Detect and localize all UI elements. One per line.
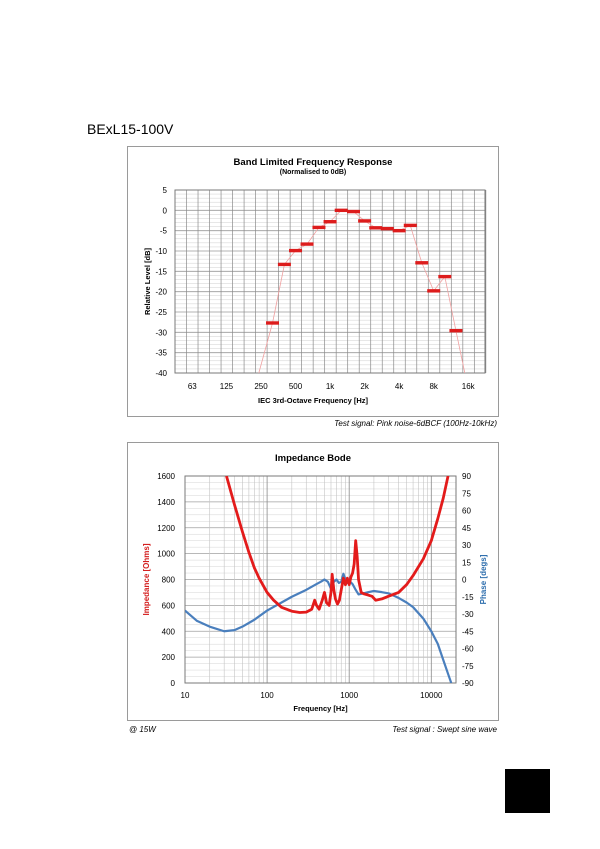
page-title: BExL15-100V — [87, 121, 174, 137]
fr-band-marker — [392, 228, 406, 233]
fr-x-tick-label: 500 — [289, 382, 303, 391]
fr-band-marker — [334, 208, 348, 213]
fr-y-tick-label: -15 — [155, 267, 167, 276]
fr-band-marker — [323, 220, 337, 224]
bode-x-axis-label: Frequency [Hz] — [293, 704, 348, 713]
bode-y-right-tick-label: -90 — [462, 679, 474, 688]
fr-band-marker — [415, 261, 429, 265]
impedance-bode-chart: 0 200 400 600 800 1000 1200 1400 1600 90 75 60 45 30 1… — [127, 442, 499, 721]
fr-y-tick-label: -25 — [155, 308, 167, 317]
bode-y-axis-label: Impedance [Ohms] — [142, 543, 151, 615]
fr-y-tick-label: -20 — [155, 288, 167, 297]
bode-y-tick-label: 200 — [162, 653, 176, 662]
bode-y-right-tick-label: -75 — [462, 662, 474, 671]
fr-x-tick-label: 250 — [254, 382, 268, 391]
bode-title: Impedance Bode — [275, 453, 351, 464]
bode-y-tick-label: 1600 — [157, 472, 175, 481]
bode-y-tick-label: 1200 — [157, 524, 175, 533]
bode-y-right-tick-label: -30 — [462, 610, 474, 619]
fr-x-tick-label: 2k — [360, 382, 369, 391]
bode-y-tick-label: 0 — [171, 679, 176, 688]
fr-x-tick-label: 63 — [188, 382, 197, 391]
fr-y-tick-label: -40 — [155, 369, 167, 378]
bode-x-tick-label: 10 — [181, 691, 190, 700]
fr-x-tick-label: 125 — [220, 382, 234, 391]
fr-y-tick-label: -5 — [160, 227, 168, 236]
impedance-series-line — [225, 476, 450, 614]
bode-grid — [184, 475, 457, 684]
frequency-response-chart: 5 0 -5 -10 -15 -20 -25 -30 -35 -40 63 125 250 500 1k 2k… — [127, 146, 499, 417]
bode-plot-frame — [184, 475, 457, 684]
fr-y-tick-label: -35 — [155, 349, 167, 358]
bode-y-right-tick-label: 90 — [462, 472, 471, 481]
fr-band-marker — [403, 223, 417, 228]
fr-y-tick-label: 0 — [163, 206, 168, 215]
bode-y-right-tick-label: -45 — [462, 627, 474, 636]
bode-y-right-tick-label: 60 — [462, 507, 471, 516]
fr-band-marker — [380, 226, 394, 231]
bode-y-tick-label: 1000 — [157, 550, 175, 559]
fr-band-marker — [427, 289, 441, 293]
fr-y-tick-label: 5 — [163, 186, 168, 195]
fr-band-marker — [300, 242, 314, 246]
bode-x-tick-label: 1000 — [340, 691, 358, 700]
fr-band-marker — [438, 274, 452, 279]
fr-y-axis-label: Relative Level [dB] — [143, 247, 152, 315]
bode-y-right-tick-label: 75 — [462, 489, 471, 498]
bode-y-right-axis-label: Phase [degs] — [479, 554, 488, 604]
bode-y-right-tick-label: 0 — [462, 576, 467, 585]
fr-title: Band Limited Frequency Response — [234, 157, 393, 168]
bode-x-tick-label: 10000 — [420, 691, 443, 700]
fr-x-tick-label: 8k — [429, 382, 438, 391]
fr-x-tick-label: 4k — [395, 382, 404, 391]
bode-y-tick-label: 600 — [162, 601, 176, 610]
bode-y-right-tick-label: 45 — [462, 524, 471, 533]
bode-y-tick-label: 400 — [162, 627, 176, 636]
fr-band-marker — [277, 262, 291, 267]
fr-band-marker — [369, 226, 383, 230]
fr-band-marker — [449, 329, 463, 333]
fr-band-marker — [266, 321, 280, 325]
fr-subtitle: (Normalised to 0dB) — [280, 169, 347, 176]
frequency-response-svg: 5 0 -5 -10 -15 -20 -25 -30 -35 -40 63 125 250 500 1k 2k… — [143, 157, 487, 405]
fr-x-tick-label: 1k — [326, 382, 335, 391]
fr-x-axis-label: IEC 3rd-Octave Frequency [Hz] — [258, 396, 369, 405]
impedance-power-note: @ 15W — [129, 725, 156, 734]
bode-y-tick-label: 1400 — [157, 498, 175, 507]
bode-y-right-tick-label: 15 — [462, 558, 471, 567]
bode-y-tick-label: 800 — [162, 576, 176, 585]
fr-band-marker — [346, 209, 360, 214]
corner-black-block — [505, 769, 550, 813]
fr-y-tick-label: -10 — [155, 247, 167, 256]
fr-band-marker — [289, 248, 303, 253]
impedance-signal-note: Test signal : Swept sine wave — [392, 725, 497, 734]
phase-series-line — [185, 572, 453, 683]
fr-band-marker — [312, 225, 326, 230]
bode-y-right-tick-label: 30 — [462, 541, 471, 550]
fr-y-tick-label: -30 — [155, 328, 167, 337]
bode-y-right-tick-label: -60 — [462, 645, 474, 654]
bode-x-tick-label: 100 — [260, 691, 274, 700]
frequency-response-note: Test signal: Pink noise-6dBCF (100Hz-10k… — [334, 419, 497, 428]
bode-y-right-tick-label: -15 — [462, 593, 474, 602]
fr-x-tick-label: 16k — [462, 382, 476, 391]
fr-plot-frame — [174, 189, 486, 374]
fr-grid — [174, 189, 487, 374]
fr-band-marker — [358, 219, 372, 223]
